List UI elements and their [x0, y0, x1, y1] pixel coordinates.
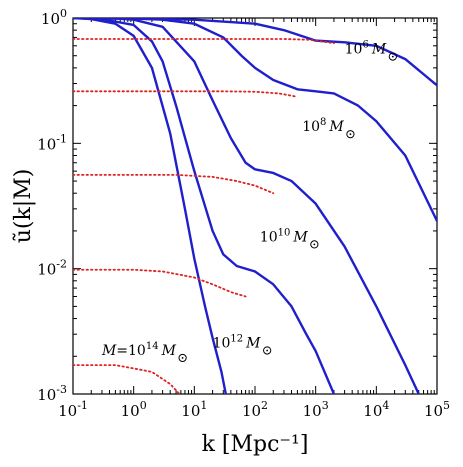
- mass-label-0: 106 M: [345, 40, 387, 58]
- dotted-series-line-5: [73, 38, 335, 45]
- y-tick-label: 10-1: [37, 132, 67, 153]
- dotted-series-line-8: [73, 268, 247, 298]
- annotations: 106 M 108 M 1010 M 1012 M M=1014 M: [101, 40, 397, 363]
- solid-series-line-1: [73, 18, 437, 223]
- x-tick-label: 10-1: [58, 399, 88, 420]
- y-axis-title: ũ(k|M): [11, 169, 36, 244]
- sun-symbol-icon: [388, 52, 397, 61]
- sun-symbol-dot-icon: [266, 349, 269, 352]
- sun-symbol-dot-icon: [181, 357, 184, 359]
- solid-series-line-3: [73, 18, 336, 394]
- y-tick-label: 100: [41, 7, 67, 28]
- sun-symbol-dot-icon: [313, 243, 316, 246]
- x-tick-label: 103: [303, 399, 329, 420]
- dotted-series-line-7: [73, 173, 275, 195]
- mass-label-1: 108 M: [302, 117, 344, 135]
- mass-label-4: M=1014 M: [101, 341, 177, 359]
- tick-labels: 10-1 100 101 102 103 104 105 10-3 10-2 10-1 100: [37, 7, 450, 420]
- sun-symbol-dot-icon: [391, 55, 394, 58]
- solid-series-line-2: [73, 18, 420, 394]
- mass-label-2: 1010 M: [260, 227, 309, 245]
- x-tick-label: 100: [121, 399, 147, 420]
- x-tick-label: 104: [363, 399, 389, 420]
- sun-symbol-dot-icon: [349, 133, 352, 136]
- mass-label-3: 1012 M: [213, 333, 262, 351]
- y-tick-label: 10-2: [37, 258, 67, 279]
- series-layer: [73, 18, 437, 394]
- sun-symbol-icon: [310, 240, 319, 249]
- sun-symbol-icon: [263, 346, 272, 355]
- dotted-series-line-6: [73, 90, 299, 98]
- x-tick-label: 105: [424, 399, 450, 420]
- x-tick-label: 101: [181, 399, 207, 420]
- sun-symbol-icon: [346, 130, 355, 139]
- solid-series-line-4: [73, 18, 227, 394]
- sun-symbol-icon: [178, 353, 187, 363]
- x-tick-label: 102: [242, 399, 268, 420]
- dotted-series-line-9: [73, 364, 181, 394]
- y-tick-label: 10-3: [37, 383, 67, 404]
- x-axis-title: k [Mpc⁻¹]: [202, 432, 309, 457]
